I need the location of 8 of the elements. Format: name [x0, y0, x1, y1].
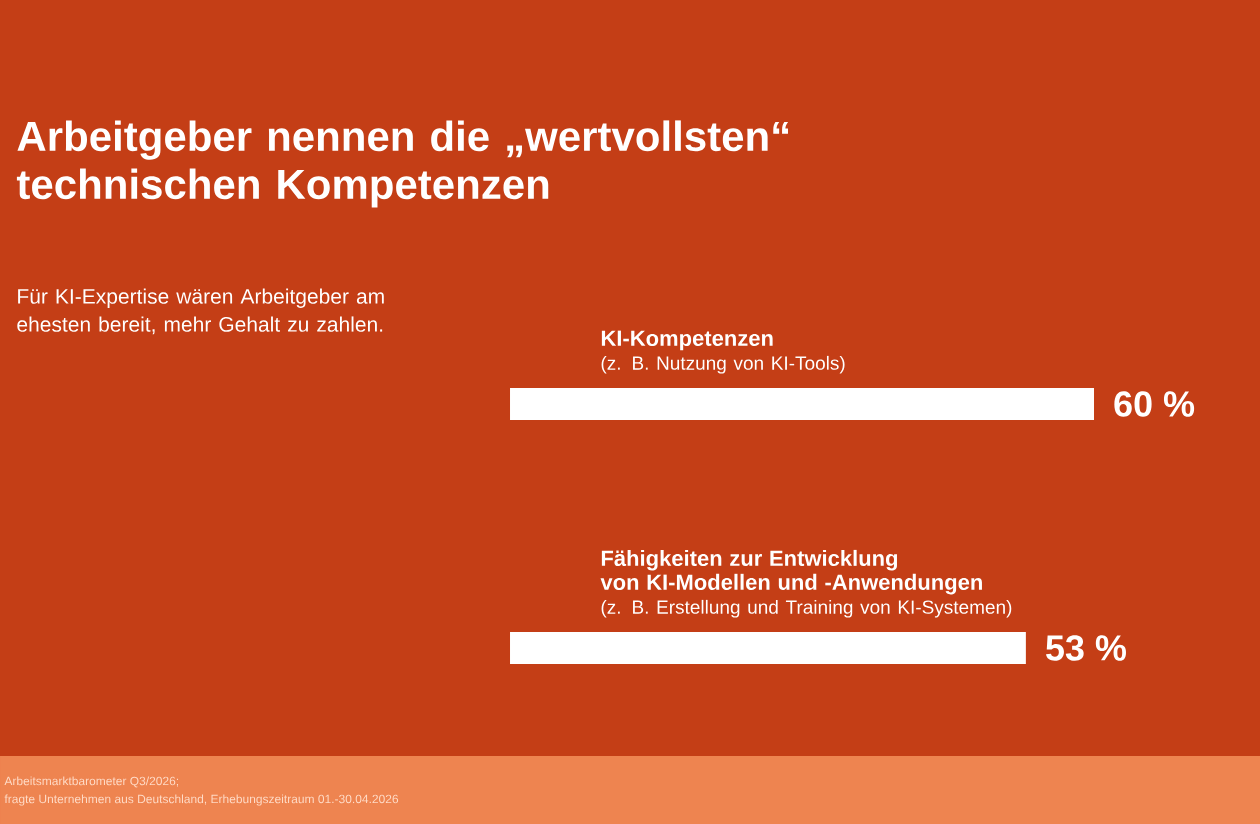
y-tick-label: Fähigkeiten zur Entwicklung von KI-Modellen und -Anwendungen	[600, 549, 982, 595]
annotation: (z. B. Erstellung und Training von KI-Systemen)	[601, 599, 1012, 618]
data-label: 53 %	[1046, 635, 1126, 661]
data-label: 60 %	[1114, 391, 1195, 417]
chart-title: Arbeitgeber nennen die „wertvollsten“ technischen Kompetenzen	[16, 120, 789, 208]
y-tick-label: KI-Kompetenzen	[601, 330, 773, 351]
text: Für KI-Expertise wären Arbeitgeber am ehesten bereit, mehr Gehalt zu zahlen.	[17, 288, 384, 335]
annotation: (z. B. Nutzung von KI-Tools)	[601, 355, 845, 374]
